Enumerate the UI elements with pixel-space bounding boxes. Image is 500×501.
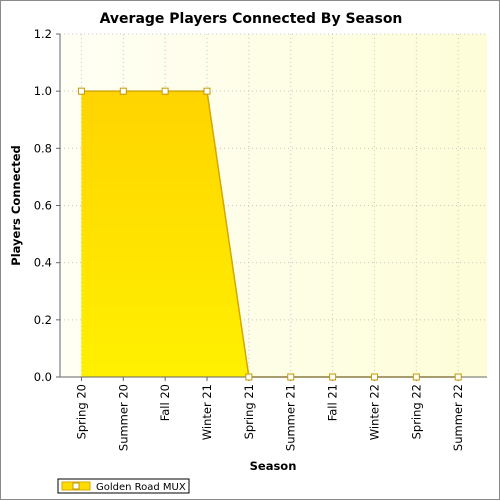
x-axis-title: Season	[250, 459, 297, 473]
y-tick-labels: 0.0 0.2 0.4 0.6 0.8 1.0 1.2	[34, 27, 52, 384]
data-point-marker	[412, 373, 420, 381]
data-point-marker	[161, 87, 169, 95]
x-tick-label: Winter 22	[367, 384, 381, 440]
x-tick-label: Fall 20	[158, 384, 172, 421]
data-point-marker	[454, 373, 462, 381]
data-point-marker	[370, 373, 378, 381]
y-tick-label: 1.2	[34, 27, 52, 41]
y-tick-label: 0.2	[34, 313, 52, 327]
y-tick-label: 0.4	[34, 256, 52, 270]
x-tick-label: Summer 20	[116, 384, 130, 451]
x-tick-label: Summer 22	[451, 384, 465, 451]
legend-marker-icon	[72, 482, 80, 490]
data-point-marker	[119, 87, 127, 95]
y-tick-label: 0.0	[34, 370, 52, 384]
y-tick-label: 1.0	[34, 84, 52, 98]
y-axis-title: Players Connected	[9, 145, 23, 265]
x-tick-label: Spring 21	[242, 384, 256, 439]
x-tick-labels: Spring 20 Summer 20 Fall 20 Winter 21 Spring…	[74, 384, 465, 451]
y-tick-label: 0.6	[34, 199, 52, 213]
chart-title: Average Players Connected By Season	[100, 11, 403, 27]
x-tick-label: Spring 22	[409, 384, 423, 439]
legend-box	[57, 478, 190, 494]
x-tick-label: Fall 21	[326, 384, 340, 421]
x-tick-label: Summer 21	[284, 384, 298, 451]
data-point-marker	[203, 87, 211, 95]
data-point-marker	[245, 373, 253, 381]
data-point-marker	[77, 87, 85, 95]
data-point-marker	[287, 373, 295, 381]
x-tick-label: Spring 20	[74, 384, 88, 439]
series-area-fill	[81, 91, 459, 378]
x-tick-label: Winter 21	[200, 384, 214, 440]
series-markers	[77, 87, 462, 381]
y-tick-label: 0.8	[34, 141, 52, 155]
data-point-marker	[329, 373, 337, 381]
legend-label: Golden Road MUX	[96, 482, 186, 493]
legend: Golden Road MUX	[57, 478, 190, 494]
